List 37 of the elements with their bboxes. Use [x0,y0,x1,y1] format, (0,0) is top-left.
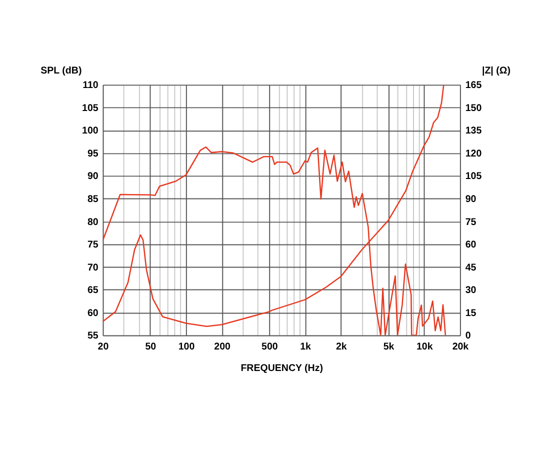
y2-tick-label: 150 [465,102,482,114]
y-tick-label: 95 [87,148,99,160]
y-tick-label: 60 [87,308,99,319]
y2-tick-label: 90 [465,194,477,205]
y-tick-label: 70 [87,262,99,274]
x-axis-title: FREQUENCY (Hz) [240,362,323,374]
y-tick-label: 55 [87,330,99,342]
x-tick-label: 1k [300,341,312,352]
y2-tick-label: 75 [465,216,477,228]
x-tick-label: 50 [145,341,157,352]
y2-tick-label: 15 [465,308,477,319]
y2-tick-label: 105 [465,171,482,182]
x-tick-label: 200 [214,341,232,352]
y2-tick-label: 45 [465,262,477,274]
y2-axis-title: |Z| (Ω) [482,65,510,76]
x-tick-label: 20k [452,341,470,352]
x-tick-label: 10k [416,341,434,352]
x-tick-label: 20 [98,341,110,352]
y2-tick-label: 165 [465,80,482,92]
x-tick-label: 100 [178,341,196,352]
y-tick-label: 65 [87,285,99,296]
y2-tick-label: 135 [465,126,482,137]
y-tick-label: 100 [82,126,99,137]
y2-tick-label: 120 [465,148,482,160]
y-tick-label: 90 [87,171,99,182]
x-tick-label: 5k [383,341,395,352]
y-tick-label: 75 [87,240,99,251]
y-tick-label: 110 [82,80,99,92]
y2-tick-label: 30 [465,285,477,296]
y2-tick-label: 0 [465,330,472,342]
y-tick-label: 105 [82,102,99,114]
x-tick-label: 2k [336,341,348,352]
y-axis-title: SPL (dB) [40,65,82,76]
y-tick-label: 80 [87,216,99,228]
y2-tick-label: 60 [465,240,477,251]
x-tick-label: 500 [262,341,278,352]
y-tick-label: 85 [87,194,99,205]
